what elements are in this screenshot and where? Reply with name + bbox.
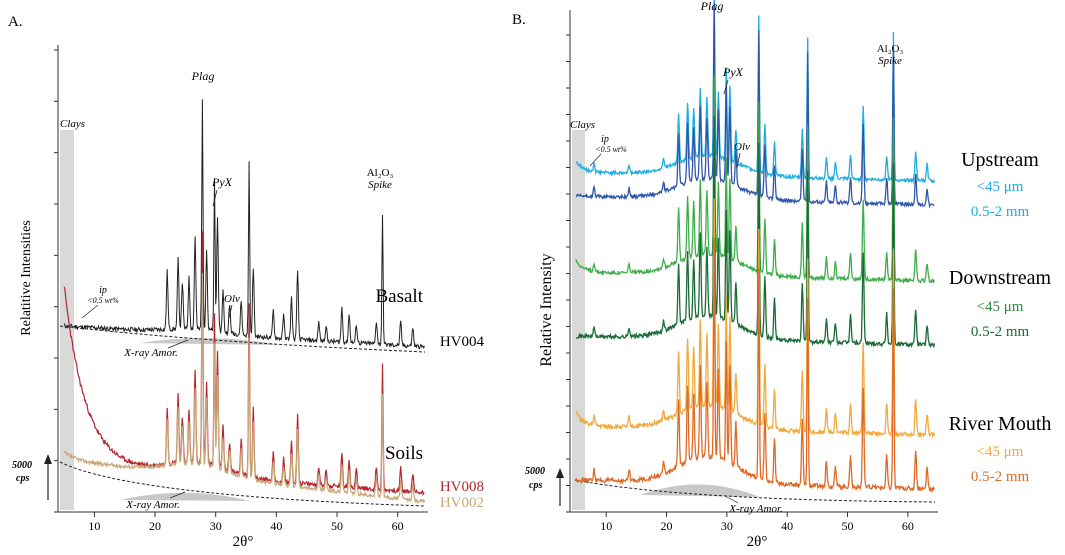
panel-a-annot-plag: Plag [191,69,215,83]
x-tick-label: 10 [88,519,100,533]
panel-b-annot-al2o3: Al₂O₃ [877,43,904,55]
panel-b-scale-bar-arrowhead [556,468,564,478]
x-tick-label: 60 [902,519,914,533]
panel-a-trace-hv004 [63,99,425,350]
x-tick-label: 30 [210,519,222,533]
panel-a-group-soils: Soils [385,443,423,464]
x-tick-label: 10 [600,519,612,533]
panel-a: A. Clays 10 20 30 40 50 60 2θ° Relatitive Int… [8,14,484,550]
panel-a-x-label: 2θ° [233,534,254,550]
panel-a-group-basalt: Basalt [376,286,424,307]
panel-a-scale-bar-arrowhead [44,454,52,464]
panel-a-annot-amor-soils-leader [169,491,186,499]
panel-b-baseline [574,479,936,503]
panel-b-trace-upstream-coarse [575,2,935,209]
panel-a-x-ticks: 10 20 30 40 50 60 [88,512,404,533]
panel-b-trace-rivermouth-fine [575,198,936,439]
panel-b: B. Clays 10 20 30 40 50 60 2θ° Relative Inten… [512,0,1052,550]
panel-a-annot-amor-basalt: X-ray Amor. [123,347,178,359]
panel-b-annot-plag: Plag [700,0,724,13]
panel-b-clay-label: Clays [570,119,595,131]
panel-b-x-ticks: 10 20 30 40 50 60 [600,512,914,533]
panel-b-annot-ip-leader [589,153,602,167]
panel-b-annot-pyx-leader [723,79,729,95]
panel-b-label-downstream-fine: <45 μm [977,299,1024,315]
x-tick-label: 30 [721,519,733,533]
panel-a-annot-ip-amount: <0.5 wt% [87,296,119,305]
panel-b-group-downstream: Downstream [949,267,1052,289]
panel-b-annot-amor-leader [724,495,739,504]
panel-a-y-ticks [54,49,58,513]
panel-a-annot-pyx-leader [212,189,218,207]
x-tick-label: 40 [270,519,282,533]
panel-a-trace-hv002 [63,273,425,504]
panel-b-annot-ip-amount: <0.5 wt% [595,145,627,154]
panel-b-trace-upstream-fine [575,0,936,185]
panel-a-sample-hv004: HV004 [440,334,485,350]
panel-a-annot-amor-basalt-leader [167,339,189,349]
panel-b-label-downstream-coarse: 0.5-2 mm [971,324,1030,340]
panel-b-x-label: 2θ° [747,534,768,550]
panel-b-group-rivermouth: River Mouth [949,413,1052,435]
panel-b-label: B. [512,12,526,28]
panel-b-scale-bar-unit: cps [529,480,542,491]
panel-a-trace-hv008 [63,231,425,497]
x-tick-label: 50 [842,519,854,533]
panel-b-label-rivermouth-coarse: 0.5-2 mm [971,469,1030,485]
panel-b-y-ticks [566,34,570,513]
x-tick-label: 20 [149,519,161,533]
panel-a-amorphous-hump-basalt [140,337,280,345]
panel-b-annot-amor: X-ray Amor. [728,503,783,515]
panel-a-clay-label: Clays [60,118,85,130]
panel-a-clay-band [60,130,74,510]
x-tick-label: 50 [331,519,343,533]
panel-b-group-upstream: Upstream [961,149,1039,171]
panel-a-annot-amor-soils: X-ray Amor. [125,499,180,511]
panel-b-annot-pyx: PyX [722,65,744,79]
x-tick-label: 20 [661,519,673,533]
x-tick-label: 60 [392,519,404,533]
panel-a-baseline-basalt [59,325,426,353]
panel-a-scale-bar-unit: cps [16,473,29,484]
panel-b-annot-olv: Olv [734,141,750,153]
panel-a-annot-ip-leader [81,304,99,319]
panel-a-amorphous-hump-soils [120,492,250,501]
panel-b-amorphous-hump [640,484,760,497]
panel-a-scale-bar-value: 5000 [12,460,32,471]
panel-b-scale-bar-value: 5000 [525,466,545,477]
panel-a-sample-hv008: HV008 [440,479,484,495]
panel-a-annot-al2o3: Al₂O₃ [367,167,394,179]
panel-a-annot-ip: ip [99,285,107,296]
panel-b-trace-rivermouth-coarse [575,238,935,494]
panel-b-trace-downstream-coarse [576,115,936,349]
panel-a-annot-olv-leader [228,304,233,319]
x-tick-label: 40 [781,519,793,533]
panel-a-y-label: Relatitive Intensities [19,220,34,335]
panel-b-y-label: Relative Intensity [538,253,555,366]
panel-b-label-upstream-coarse: 0.5-2 mm [971,204,1030,220]
panel-b-clay-band [572,130,585,510]
panel-a-annot-spike: Spike [368,179,392,191]
panel-b-trace-downstream-fine [575,75,935,285]
panel-b-annot-ip: ip [601,134,609,145]
panel-b-annot-spike: Spike [878,55,902,67]
panel-a-sample-hv002: HV002 [440,495,484,511]
panel-b-label-upstream-fine: <45 μm [977,179,1024,195]
panel-a-annot-pyx: PyX [211,175,233,189]
panel-b-annot-olv-leader [736,152,741,169]
panel-a-annot-olv: Olv [224,293,240,305]
panel-a-label: A. [8,14,23,30]
panel-b-label-rivermouth-fine: <45 μm [977,444,1024,460]
